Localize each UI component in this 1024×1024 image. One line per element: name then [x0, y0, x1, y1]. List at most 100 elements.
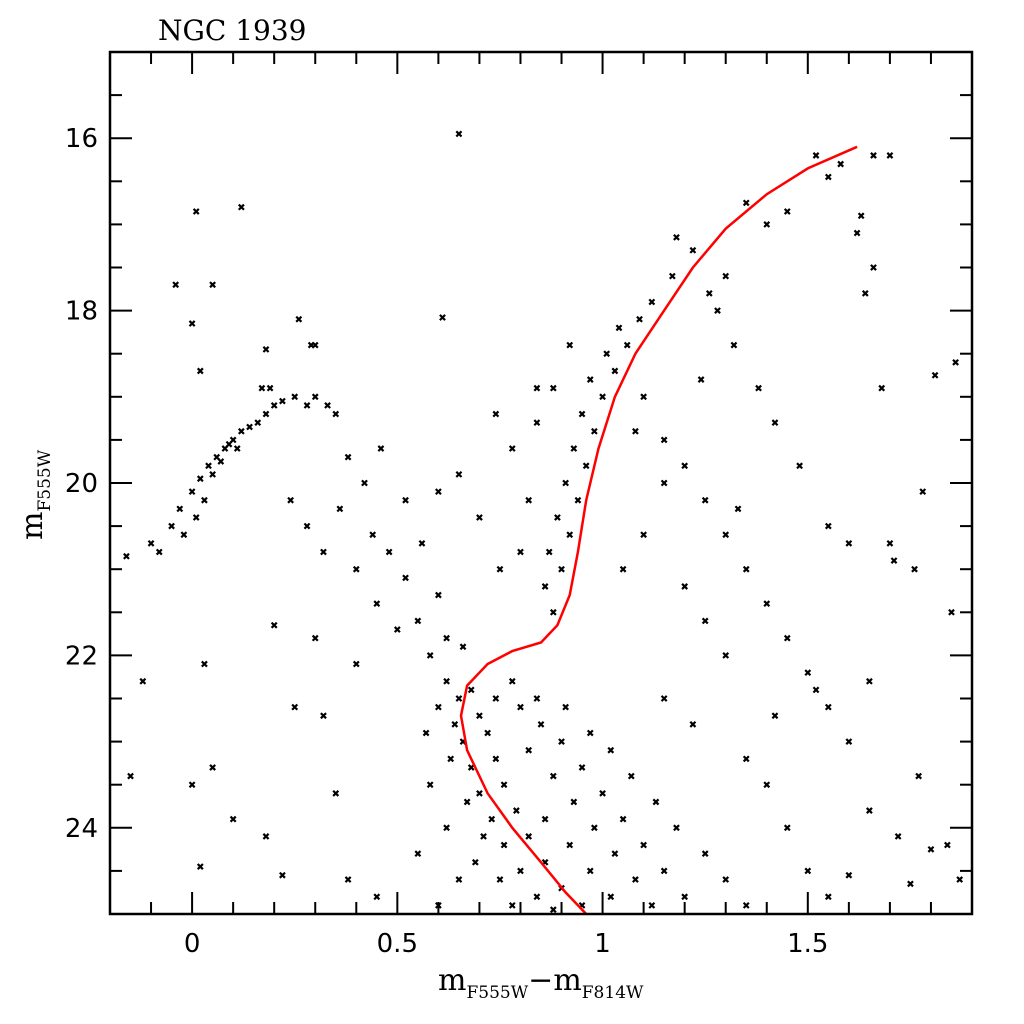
star-point	[459, 643, 467, 651]
star-point	[476, 789, 483, 797]
star-point	[586, 376, 594, 383]
star-point	[660, 695, 668, 702]
star-point	[824, 703, 832, 711]
star-point	[311, 634, 319, 642]
star-point	[537, 720, 545, 728]
star-point	[722, 531, 730, 539]
star-point	[262, 346, 270, 353]
star-point	[890, 557, 898, 564]
star-point	[812, 152, 820, 159]
star-point	[426, 781, 434, 789]
star-point	[705, 289, 713, 297]
star-point	[533, 384, 541, 392]
star-point	[627, 772, 635, 780]
star-point	[570, 798, 578, 806]
star-point	[209, 471, 216, 478]
star-point	[804, 669, 812, 677]
star-point	[931, 371, 939, 379]
star-point	[927, 845, 935, 853]
star-points	[123, 130, 964, 914]
star-point	[476, 712, 483, 720]
star-point	[155, 548, 163, 556]
star-point	[734, 505, 742, 513]
star-point	[866, 677, 873, 685]
star-point	[533, 893, 541, 901]
star-point	[418, 539, 426, 547]
star-point	[853, 229, 861, 237]
star-point	[689, 720, 697, 728]
star-point	[188, 488, 196, 495]
star-point	[915, 772, 923, 780]
y-tick-label: 16	[65, 124, 98, 154]
star-point	[324, 402, 331, 409]
plot-frame	[108, 50, 974, 916]
star-point	[188, 320, 196, 327]
star-point	[311, 393, 319, 401]
star-point	[352, 565, 360, 573]
star-point	[755, 384, 762, 392]
star-point	[225, 440, 233, 448]
star-point	[344, 453, 352, 461]
star-point	[373, 600, 381, 608]
x-tick-label: 1	[594, 929, 611, 959]
star-point	[320, 712, 327, 720]
star-point	[176, 505, 184, 513]
y-tick-label: 22	[65, 641, 98, 671]
x-axis-label: mF555W−mF814W	[438, 963, 644, 1003]
star-point	[640, 393, 647, 401]
star-point	[562, 703, 570, 711]
star-point	[837, 160, 845, 168]
star-point	[558, 738, 565, 745]
chart-title: NGC 1939	[158, 14, 306, 47]
star-point	[640, 841, 647, 849]
star-point	[615, 324, 623, 332]
star-point	[771, 419, 779, 427]
star-point	[701, 617, 709, 625]
star-point	[192, 208, 200, 215]
star-point	[246, 423, 253, 431]
star-point	[812, 686, 820, 694]
x-tick-label: 0.5	[377, 929, 418, 959]
star-point	[607, 893, 615, 901]
star-point	[262, 833, 270, 840]
star-point	[911, 565, 918, 573]
star-point	[607, 746, 615, 754]
star-point	[943, 841, 951, 849]
star-point	[172, 281, 180, 289]
star-point	[414, 617, 422, 625]
star-point	[508, 902, 516, 909]
star-point	[402, 574, 409, 582]
star-point	[648, 902, 656, 909]
star-point	[414, 850, 422, 858]
star-point	[455, 876, 463, 883]
star-point	[870, 264, 877, 271]
star-point	[673, 233, 680, 241]
star-point	[845, 871, 853, 879]
star-point	[402, 496, 409, 504]
star-point	[566, 341, 574, 349]
star-point	[168, 522, 175, 530]
star-point	[590, 427, 598, 435]
star-point	[857, 212, 865, 220]
star-point	[320, 548, 327, 556]
y-tick-label: 24	[65, 814, 98, 844]
star-point	[127, 772, 134, 780]
star-point	[586, 867, 594, 875]
star-point	[512, 807, 520, 814]
star-point	[632, 876, 639, 883]
star-point	[681, 893, 689, 901]
star-point	[279, 397, 286, 405]
star-point	[570, 445, 578, 452]
star-point	[517, 548, 524, 556]
star-point	[763, 781, 771, 789]
star-point	[435, 488, 442, 495]
star-point	[566, 531, 574, 539]
star-point	[455, 130, 463, 138]
star-point	[254, 419, 262, 427]
star-point	[845, 539, 853, 547]
star-point	[919, 488, 927, 495]
star-point	[463, 798, 471, 806]
star-point	[886, 152, 894, 159]
star-point	[956, 876, 964, 883]
